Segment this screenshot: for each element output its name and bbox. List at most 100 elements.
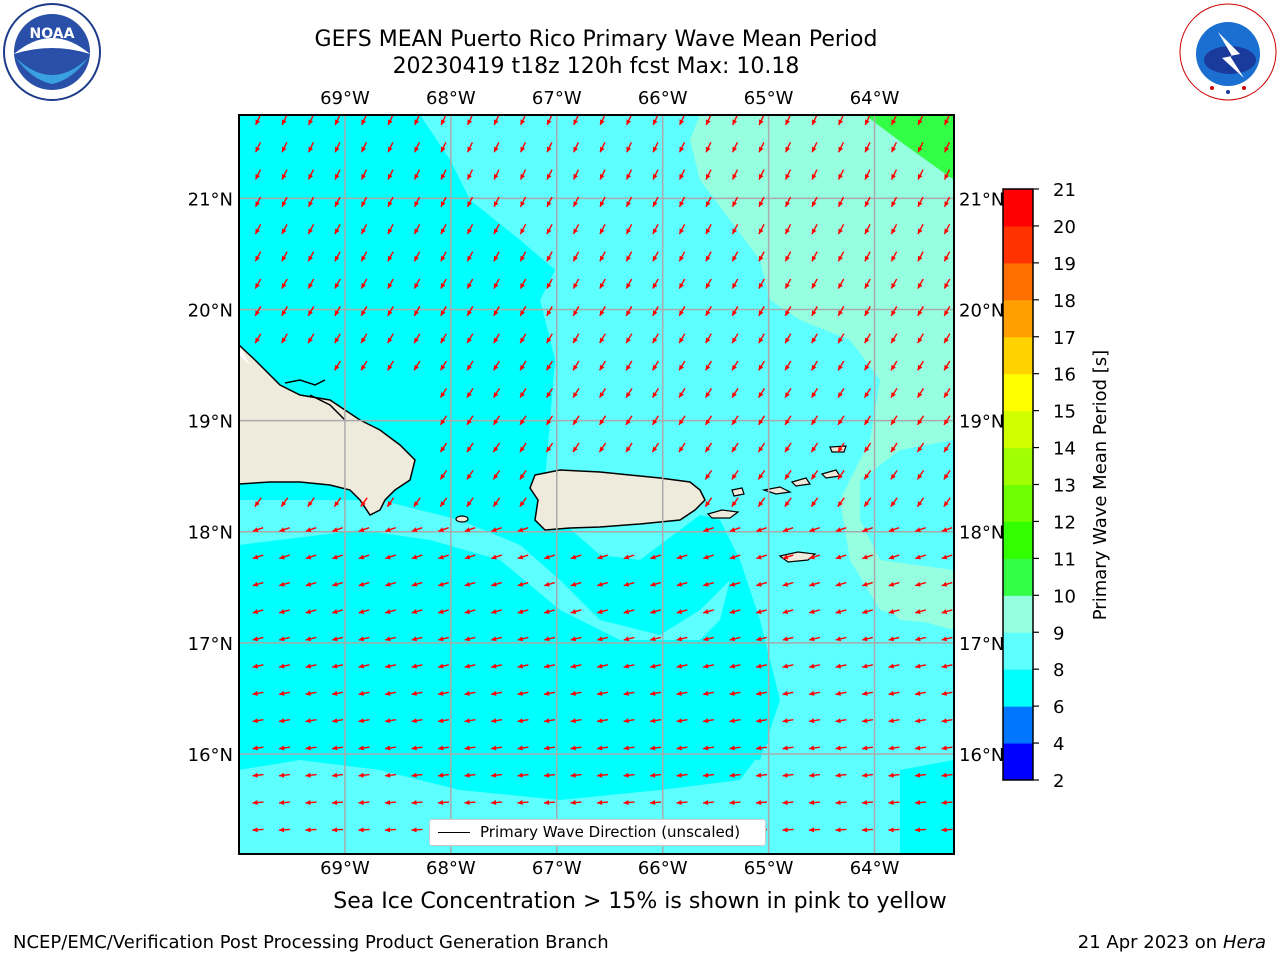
wave-arrow [704,442,713,453]
wave-arrow [490,772,503,778]
legend-label: Primary Wave Direction (unscaled) [480,823,741,841]
wave-arrow [678,278,686,289]
wave-arrow [307,224,315,235]
wave-arrow [464,609,476,614]
wave-arrow [437,636,450,642]
period-band-10-11 [865,115,954,180]
wave-arrow [599,333,606,344]
wave-arrow [702,690,715,696]
wave-arrow [307,251,315,262]
wave-arrow [782,800,794,806]
wave-arrow [864,142,871,153]
wave-arrow [941,636,953,642]
wave-arrow [519,278,527,289]
wave-arrow [810,497,819,508]
wave-arrow [863,497,872,508]
wave-arrow [862,554,873,560]
wave-arrow [492,497,501,508]
wave-arrow [837,415,845,426]
wave-arrow [278,663,291,669]
wave-arrow [651,442,660,453]
wave-arrow [731,142,739,153]
wave-arrow [758,114,765,126]
wave-arrow [838,114,844,126]
wave-arrow [358,581,370,587]
wave-arrow [729,609,741,614]
colorbar-tick-label: 8 [1053,660,1064,681]
wave-arrow [572,442,580,453]
period-band-9-10 [690,115,954,630]
colorbar-segment [1003,669,1033,707]
wave-arrow [731,278,739,289]
wave-arrow [862,581,873,587]
colorbar-tick-label: 12 [1053,512,1076,533]
wave-arrow [491,554,502,560]
wave-arrow [914,663,927,669]
wave-arrow [678,224,686,235]
wave-arrow [411,526,423,533]
wave-arrow [888,745,900,751]
wave-arrow [493,305,500,317]
wave-arrow [546,169,553,180]
wave-arrow [411,609,423,614]
wave-arrow [334,360,341,371]
wave-arrow [334,142,341,153]
wave-arrow [254,142,262,153]
wave-arrow [835,554,847,560]
wave-arrow [438,526,449,533]
colorbar-segment [1003,373,1033,412]
wave-arrow [917,196,924,208]
wave-direction-arrows [252,114,953,833]
wave-arrow [519,333,527,344]
wave-arrow [491,526,502,533]
wave-arrow [572,142,580,153]
wave-arrow [729,772,741,778]
wave-arrow [519,251,527,262]
wave-arrow [358,663,370,669]
wave-arrow [943,469,951,480]
wave-arrow [705,333,712,344]
colorbar-segment [1003,225,1033,264]
wave-arrow [411,745,423,751]
wave-arrow [492,442,501,453]
wave-arrow [890,387,898,399]
wave-arrow [625,333,633,344]
wave-arrow [941,609,953,614]
wave-arrow [676,800,688,806]
wave-arrow [307,196,315,208]
wave-arrow [835,663,847,669]
wave-arrow [334,196,341,208]
wave-arrow [307,142,315,153]
wave-arrow [464,745,476,751]
wave-arrow [543,772,556,778]
wave-arrow [331,772,344,778]
wave-arrow [676,745,688,751]
wave-arrow [705,224,712,235]
wave-arrow [652,169,659,180]
wave-arrow [888,636,900,642]
wave-arrow [837,497,845,508]
colorbar-tick-label: 20 [1053,217,1076,238]
footer-date: 21 Apr 2023 on Hera [1078,932,1266,953]
wave-arrow [360,142,368,153]
land-hispaniola-north [284,379,346,421]
wave-arrow [572,333,580,344]
wave-arrow [572,360,580,371]
wave-arrow [464,718,476,724]
wave-arrow [254,278,262,289]
map-frame [238,114,955,855]
wave-arrow [943,415,951,426]
wave-arrow [440,169,447,180]
wave-arrow [704,415,713,426]
wave-arrow [598,442,607,453]
wave-arrow [599,169,606,180]
wave-arrow [623,718,635,724]
wave-arrow [941,581,953,587]
wave-arrow [464,690,476,696]
wave-arrow [439,442,448,453]
colorbar-tick-label: 17 [1053,328,1076,349]
wave-arrow [596,690,609,696]
wave-arrow [252,663,264,669]
wave-arrow [651,387,660,399]
wave-arrow [492,387,501,399]
